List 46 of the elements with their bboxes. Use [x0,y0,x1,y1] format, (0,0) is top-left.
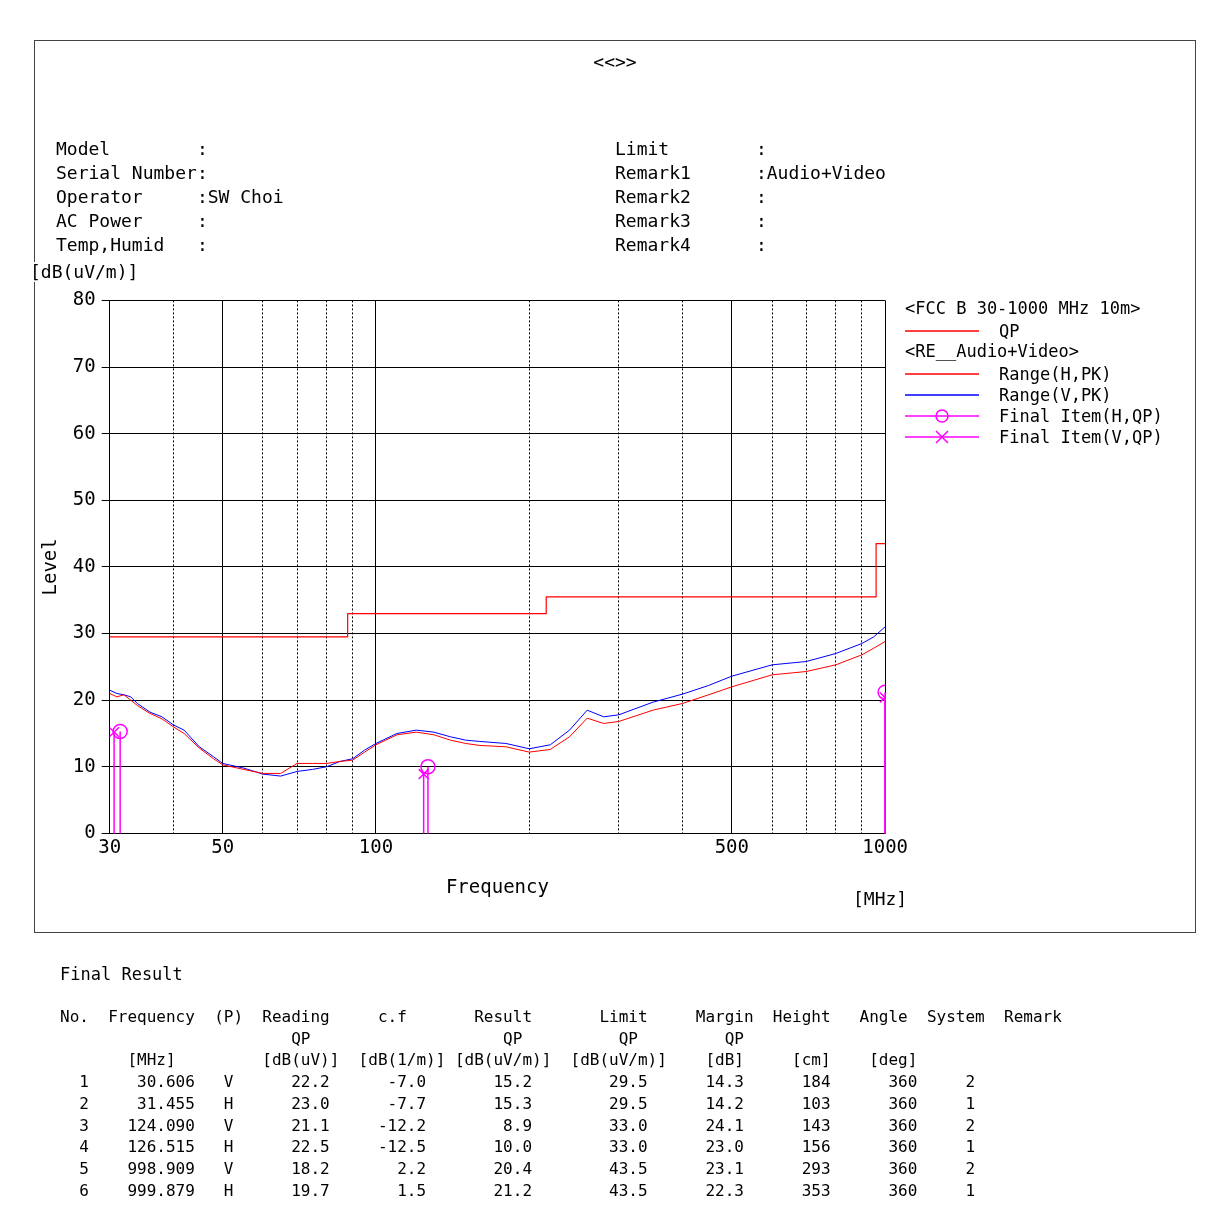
text: <RE__Audio+Video> [905,341,1080,363]
x-tick-label: 50 [211,834,235,857]
text: 2 31.455 H 23.0 -7.7 15.3 29.5 14.2 103 360 1 [78,1092,976,1114]
y-tick-label: 30 [72,620,96,643]
text: Remark1 :Audio+Video [615,161,886,185]
y-tick-label: 20 [72,687,96,710]
x-tick-label: 100 [358,834,394,857]
text: 5 998.909 V 18.2 2.2 20.4 43.5 23.1 293 360 2 [78,1157,976,1179]
legend-label: Range(V,PK) [999,384,1112,405]
text: [MHz] [dB(uV)] [dB(1/m)] [dB(uV/m)] [dB(uV/m)] [dB] [cm] [deg] [126,1049,918,1071]
text: Limit : [615,137,767,161]
x-tick-label: 1000 [862,834,908,857]
legend-label: QP [999,320,1020,341]
text: 4 126.515 H 22.5 -12.5 10.0 33.0 23.0 156 360 1 [78,1136,976,1158]
text: AC Power : [56,209,208,233]
y-tick-label: 40 [72,553,96,576]
y-tick-label: 10 [72,753,96,776]
y-tick-label: 50 [72,487,96,510]
text: Model : [56,137,208,161]
text: [MHz] [853,887,908,911]
legend-label: Range(H,PK) [999,363,1112,384]
text: Serial Number: [56,161,208,185]
text: 1 30.606 V 22.2 -7.0 15.2 29.5 14.3 184 360 2 [78,1071,976,1093]
text: 3 124.090 V 21.1 -12.2 8.9 33.0 24.1 143 360 2 [78,1114,976,1136]
text: QP QP QP QP [290,1027,744,1049]
text: Remark4 : [615,233,767,257]
legend-label: Final Item(H,QP) [999,405,1163,426]
x-axis-title: Frequency [445,874,549,897]
x-tick-label: 30 [98,834,122,857]
y-axis-title: Level [38,538,61,596]
chart-title: <<>> [592,50,638,74]
y-tick-label: 60 [72,420,96,443]
y-tick-label: 0 [84,820,96,843]
text: Final Result [60,963,183,986]
y-tick-label: 70 [72,353,96,376]
x-tick-label: 500 [714,834,749,857]
text: No. Frequency (P) Reading c.f Result Limit Margin Height Angle System Remark [60,1006,1062,1027]
text: [dB(uV/m)] [30,261,139,282]
text: Remark3 : [615,209,767,233]
text: Operator :SW Choi [56,185,284,209]
text: Temp,Humid : [56,233,208,257]
text: Remark2 : [615,185,767,209]
legend-title: <FCC B 30-1000 MHz 10m> [905,298,1142,320]
text: 6 999.879 H 19.7 1.5 21.2 43.5 22.3 353 360 1 [78,1179,976,1201]
y-tick-label: 80 [72,287,96,310]
legend-label: Final Item(V,QP) [999,426,1163,447]
